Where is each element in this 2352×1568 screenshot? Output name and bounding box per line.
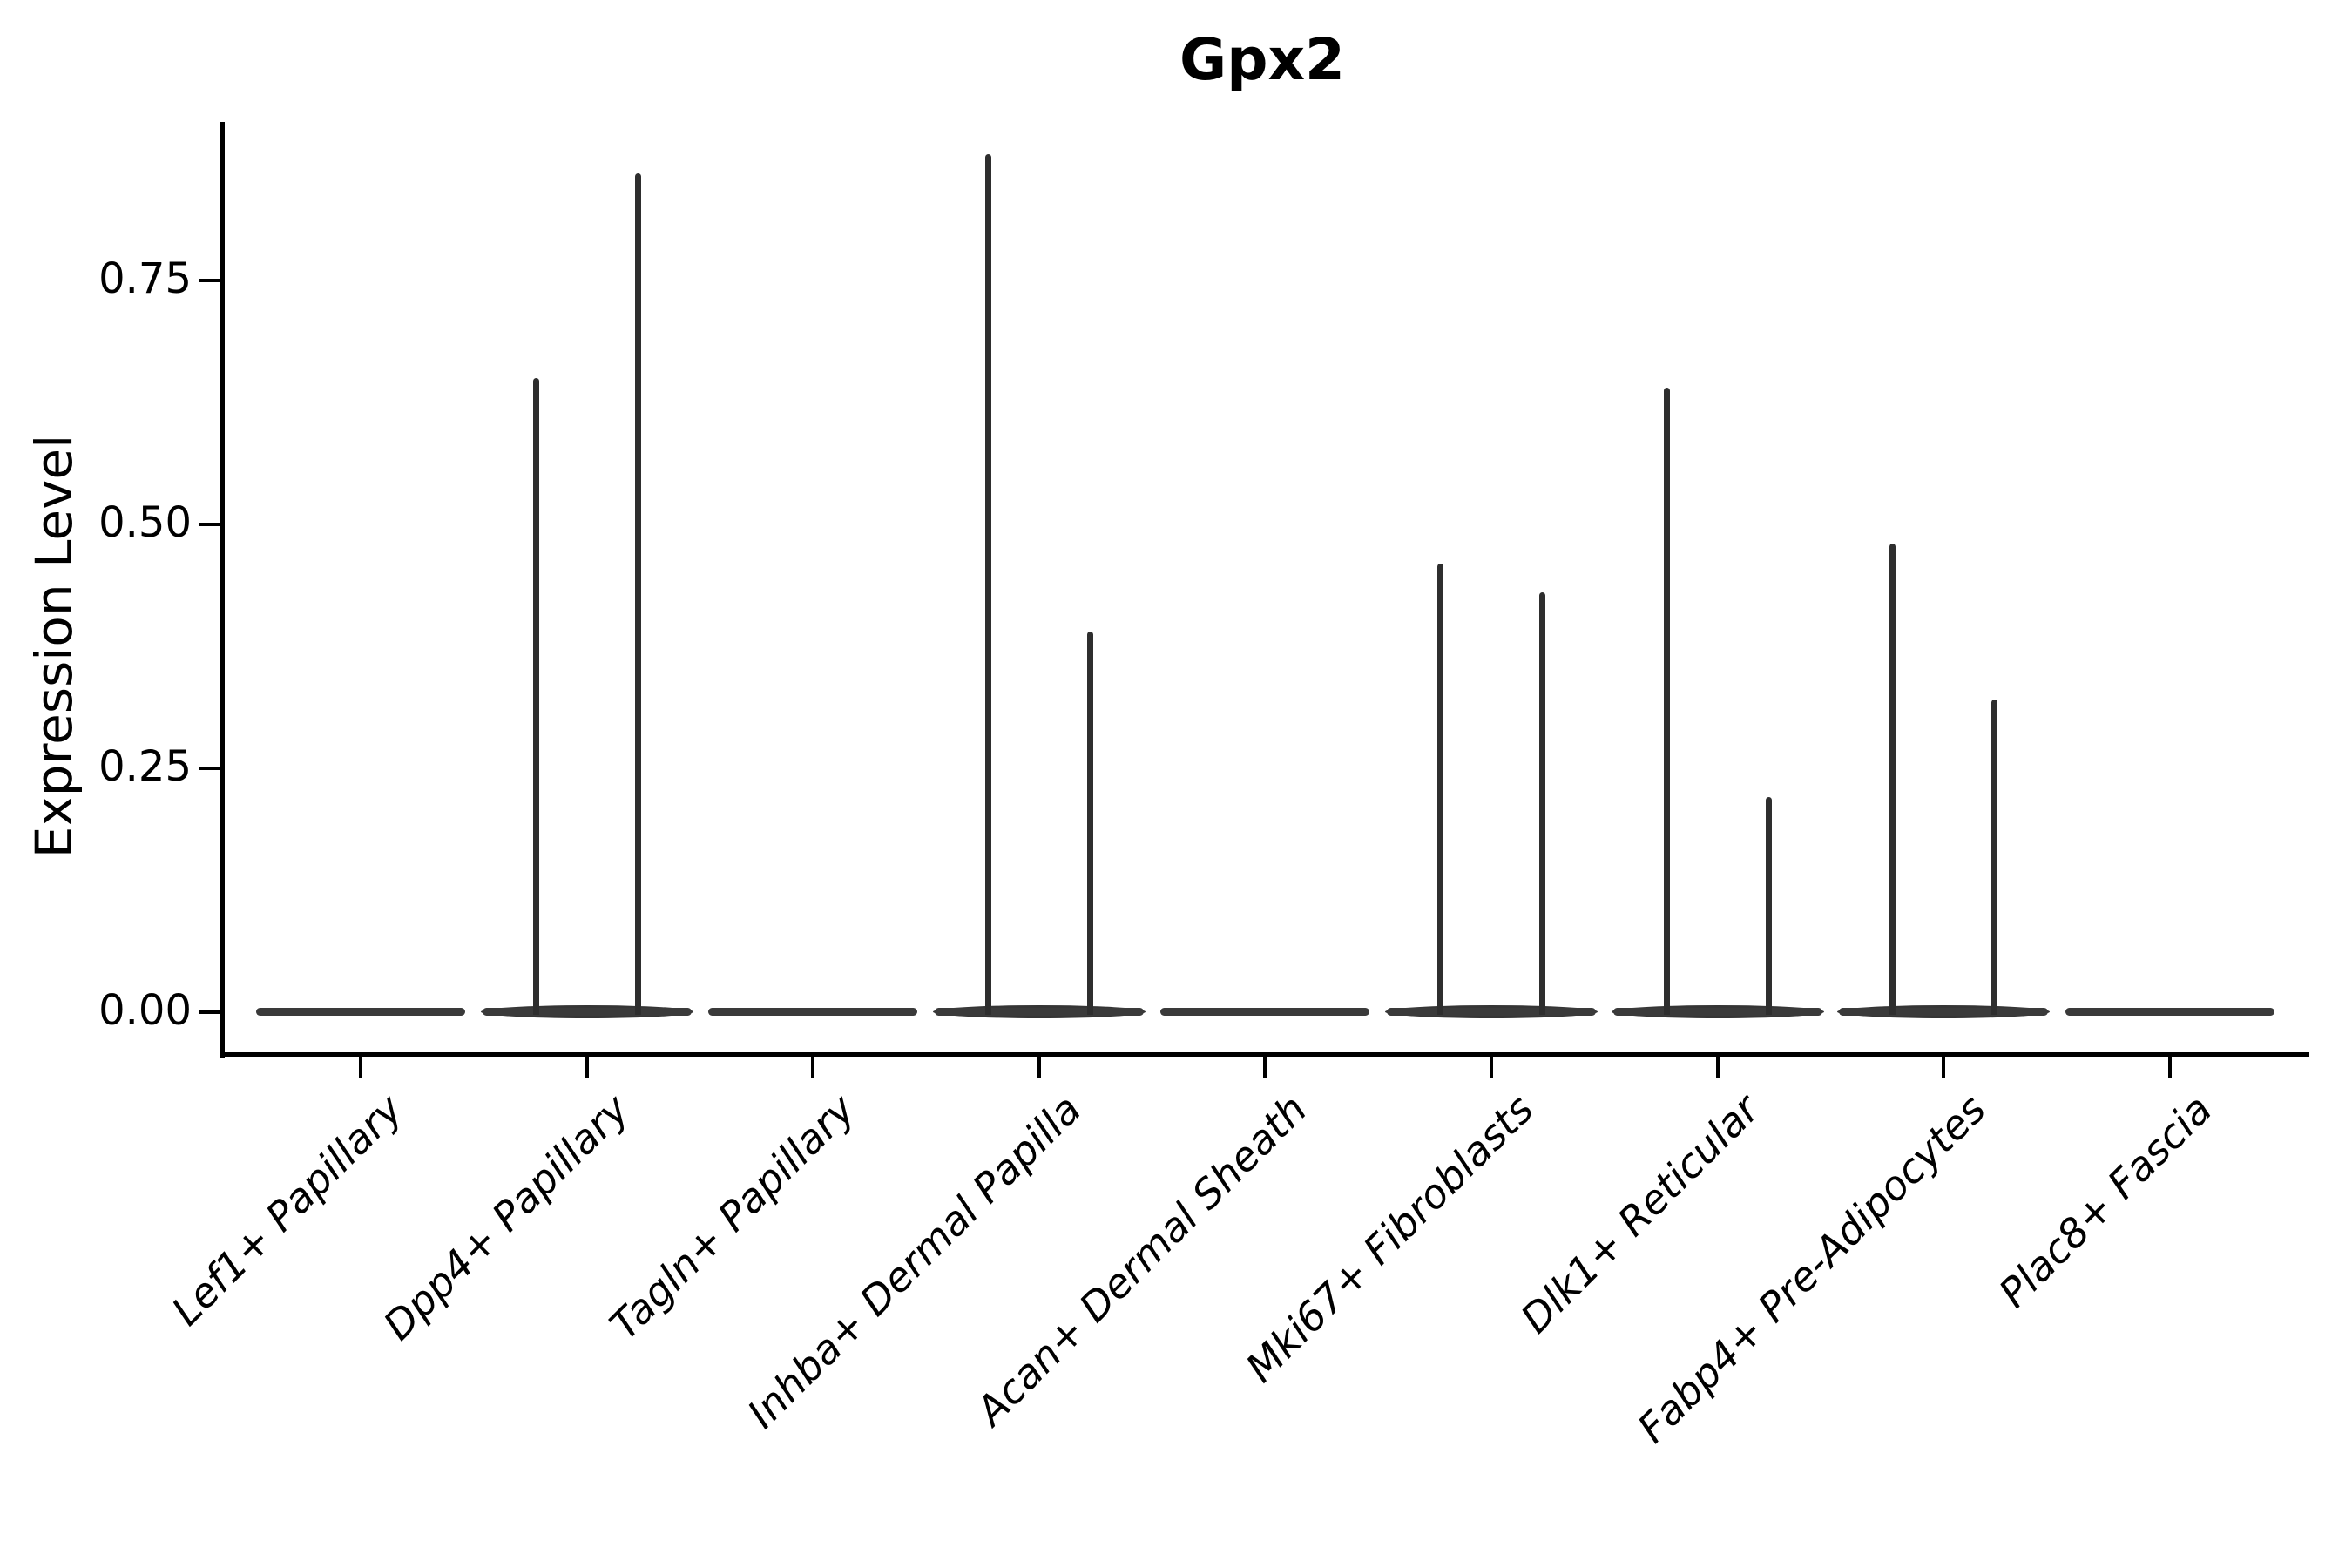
x-tick-label: Dpp4+ Papillary bbox=[374, 1085, 638, 1349]
y-tick bbox=[199, 279, 220, 283]
x-tick-label: Tagln+ Papillary bbox=[600, 1085, 864, 1349]
violin-baseline bbox=[1387, 1008, 1596, 1016]
y-tick-label: 0.50 bbox=[98, 497, 192, 547]
y-tick-label: 0.00 bbox=[98, 985, 192, 1035]
chart-title: Gpx2 bbox=[1179, 26, 1345, 93]
x-tick bbox=[1490, 1057, 1493, 1078]
x-tick bbox=[1942, 1057, 1946, 1078]
y-axis-label: Expression Level bbox=[24, 434, 84, 859]
violin-baseline bbox=[256, 1008, 465, 1016]
x-tick bbox=[585, 1057, 589, 1078]
violin-spike bbox=[1991, 700, 1998, 1016]
violin-spike bbox=[1663, 388, 1670, 1016]
x-tick-label: Lef1+ Papillary bbox=[162, 1085, 412, 1335]
violin-baseline bbox=[934, 1008, 1144, 1016]
y-tick bbox=[199, 766, 220, 770]
violin-spike bbox=[1539, 592, 1545, 1016]
violin-spike bbox=[634, 173, 641, 1016]
violin-baseline bbox=[708, 1008, 918, 1016]
y-tick-label: 0.75 bbox=[98, 254, 192, 304]
x-tick-label: Dlk1+ Reticular bbox=[1511, 1085, 1768, 1342]
violin-baseline bbox=[1160, 1008, 1370, 1016]
x-tick bbox=[1037, 1057, 1041, 1078]
y-tick bbox=[199, 523, 220, 526]
violin-spike bbox=[532, 378, 539, 1016]
violin-baseline bbox=[1612, 1008, 1822, 1016]
violin-baseline bbox=[1839, 1008, 2049, 1016]
y-axis-spine bbox=[220, 122, 225, 1058]
x-tick bbox=[1715, 1057, 1720, 1078]
violin-baseline bbox=[482, 1008, 692, 1016]
violin-spike bbox=[1889, 544, 1896, 1016]
x-tick-label: Plac8+ Fascia bbox=[1989, 1085, 2220, 1317]
x-tick bbox=[811, 1057, 815, 1078]
x-tick bbox=[359, 1057, 362, 1078]
violin-spike bbox=[1086, 632, 1093, 1016]
y-tick-label: 0.25 bbox=[98, 741, 192, 791]
y-tick bbox=[199, 1010, 220, 1014]
violin-spike bbox=[1765, 797, 1772, 1016]
x-tick bbox=[2167, 1057, 2172, 1078]
violin-spike bbox=[984, 153, 991, 1016]
violin-spike bbox=[1437, 563, 1443, 1016]
x-tick bbox=[1263, 1057, 1267, 1078]
violin-baseline bbox=[2065, 1008, 2274, 1016]
x-axis-spine bbox=[220, 1052, 2309, 1057]
